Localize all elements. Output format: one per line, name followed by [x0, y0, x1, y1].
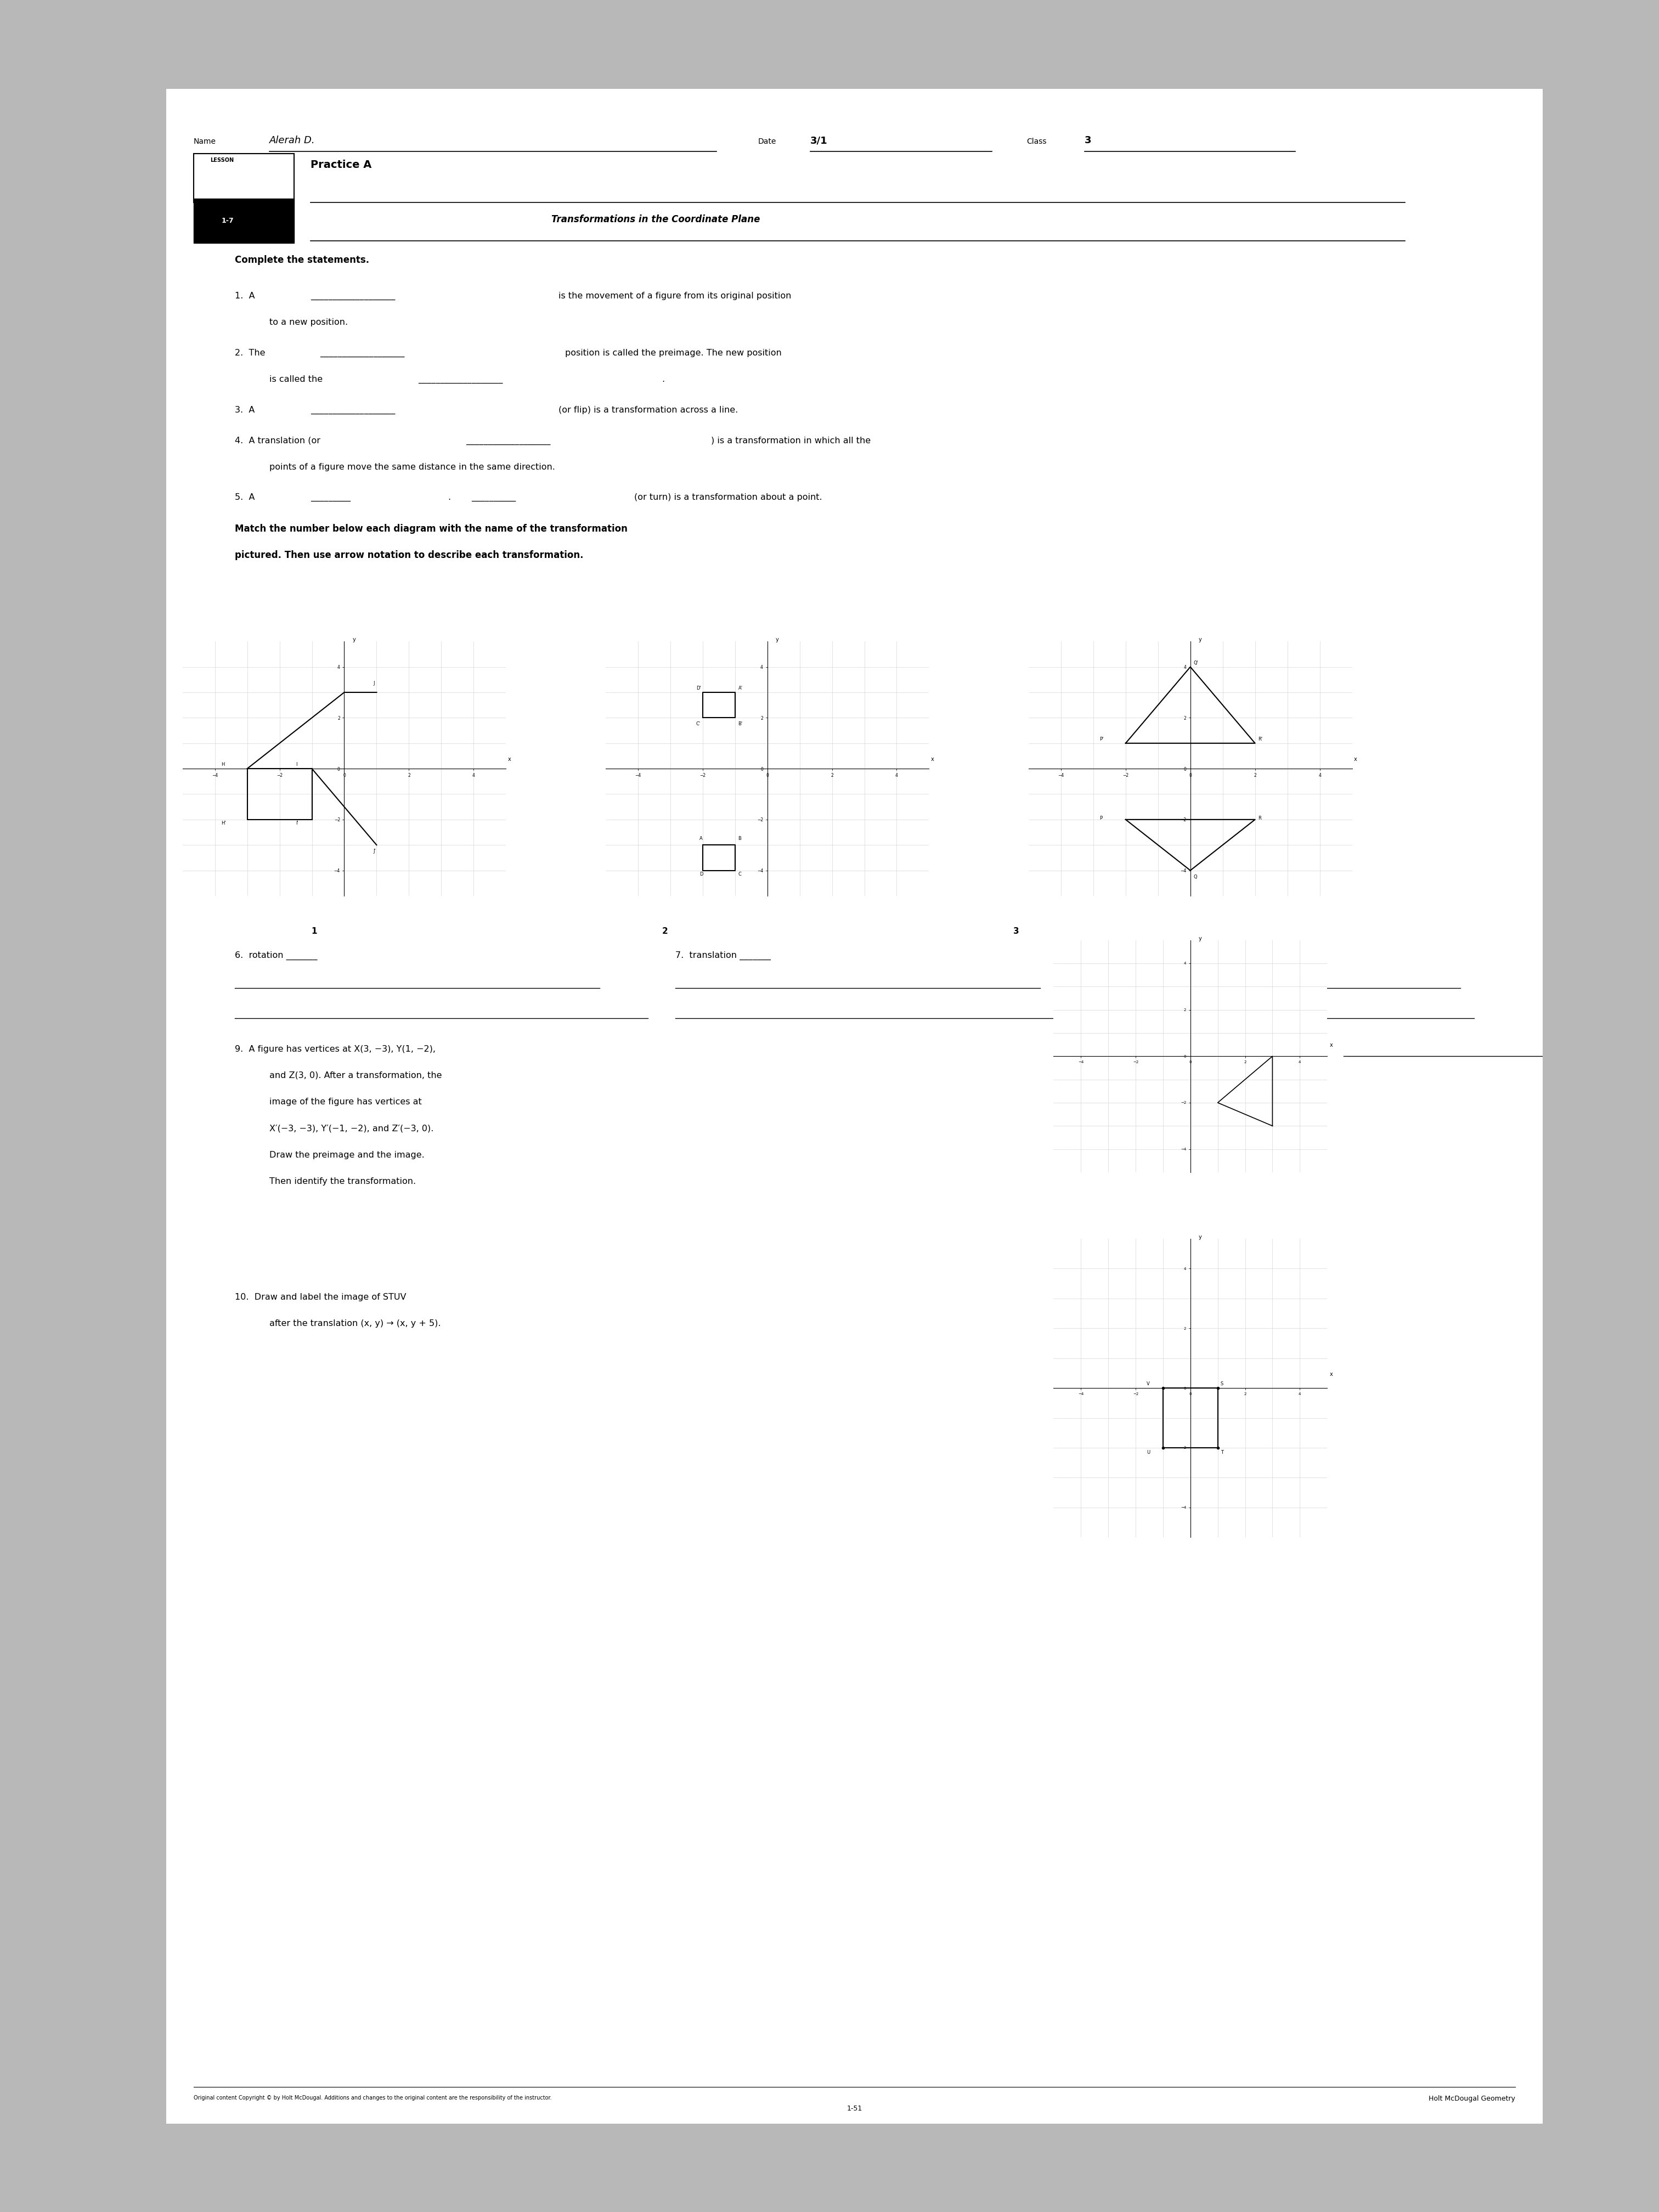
Text: Alerah D.: Alerah D. — [269, 135, 315, 146]
Text: points of a figure move the same distance in the same direction.: points of a figure move the same distanc… — [269, 462, 554, 471]
Text: 1-7: 1-7 — [222, 217, 234, 223]
Text: D': D' — [697, 686, 700, 690]
Text: T: T — [1221, 1449, 1223, 1455]
Text: B: B — [738, 836, 742, 841]
Text: position is called the preimage. The new position: position is called the preimage. The new… — [566, 349, 781, 356]
Text: 1-51: 1-51 — [846, 2106, 863, 2112]
Text: D: D — [700, 872, 703, 876]
Text: Then identify the transformation.: Then identify the transformation. — [269, 1177, 416, 1186]
Text: 3: 3 — [1085, 135, 1092, 146]
Text: Holt McDougal Geometry: Holt McDougal Geometry — [1428, 2095, 1515, 2101]
Text: ___________________: ___________________ — [466, 436, 551, 445]
Text: 9.  A figure has vertices at X(3, −3), Y(1, −2),: 9. A figure has vertices at X(3, −3), Y(… — [236, 1044, 436, 1053]
Text: ) is a transformation in which all the: ) is a transformation in which all the — [712, 436, 871, 445]
Text: H: H — [221, 763, 226, 768]
Text: y: y — [1198, 1234, 1201, 1239]
Text: 3: 3 — [1014, 927, 1019, 936]
Text: __________: __________ — [471, 493, 516, 502]
Text: .: . — [448, 493, 456, 502]
Text: ___________________: ___________________ — [310, 407, 395, 414]
Text: image of the figure has vertices at: image of the figure has vertices at — [269, 1097, 421, 1106]
Text: x: x — [1354, 757, 1357, 763]
Text: 10.  Draw and label the image of STUV: 10. Draw and label the image of STUV — [236, 1294, 406, 1301]
Text: .: . — [662, 376, 664, 383]
Text: y: y — [1198, 936, 1201, 940]
Text: after the translation (x, y) → (x, y + 5).: after the translation (x, y) → (x, y + 5… — [269, 1321, 441, 1327]
Text: ___________________: ___________________ — [418, 376, 503, 383]
Text: S: S — [1221, 1380, 1223, 1387]
Text: 6.  rotation _______: 6. rotation _______ — [236, 951, 317, 960]
Text: U: U — [1146, 1449, 1150, 1455]
Text: R': R' — [1258, 737, 1262, 741]
Text: Name: Name — [194, 137, 216, 146]
Text: Practice A: Practice A — [310, 159, 372, 170]
Text: 1.  A: 1. A — [236, 292, 255, 301]
Text: V: V — [1146, 1380, 1150, 1387]
Text: Q': Q' — [1193, 661, 1198, 666]
Text: C': C' — [697, 721, 700, 726]
Text: X′(−3, −3), Y′(−1, −2), and Z′(−3, 0).: X′(−3, −3), Y′(−1, −2), and Z′(−3, 0). — [269, 1124, 433, 1133]
Text: is called the: is called the — [269, 376, 322, 383]
Text: P': P' — [1100, 737, 1103, 741]
Text: ___________________: ___________________ — [320, 349, 405, 356]
Text: H': H' — [221, 821, 226, 825]
Text: Draw the preimage and the image.: Draw the preimage and the image. — [269, 1150, 425, 1159]
Text: y: y — [775, 637, 778, 641]
Text: A': A' — [738, 686, 743, 690]
Text: 4.  A translation (or: 4. A translation (or — [236, 436, 320, 445]
Text: Date: Date — [758, 137, 776, 146]
Text: y: y — [1198, 637, 1201, 641]
Text: Transformations in the Coordinate Plane: Transformations in the Coordinate Plane — [551, 215, 760, 226]
Text: LESSON: LESSON — [211, 157, 234, 164]
Text: J': J' — [373, 849, 377, 854]
Text: x: x — [1331, 1371, 1334, 1378]
Text: Match the number below each diagram with the name of the transformation: Match the number below each diagram with… — [236, 524, 627, 533]
Text: x: x — [1331, 1042, 1334, 1048]
Text: x: x — [508, 757, 511, 763]
Bar — [194, 199, 294, 243]
Text: Complete the statements.: Complete the statements. — [236, 254, 370, 265]
Text: I': I' — [295, 821, 299, 825]
Text: pictured. Then use arrow notation to describe each transformation.: pictured. Then use arrow notation to des… — [236, 551, 584, 560]
Text: to a new position.: to a new position. — [269, 319, 348, 327]
Text: A: A — [700, 836, 702, 841]
Text: Original content Copyright © by Holt McDougal. Additions and changes to the orig: Original content Copyright © by Holt McD… — [194, 2095, 551, 2101]
Text: _________: _________ — [310, 493, 350, 502]
Text: Q: Q — [1193, 874, 1198, 878]
Text: 5.  A: 5. A — [236, 493, 255, 502]
Text: (or flip) is a transformation across a line.: (or flip) is a transformation across a l… — [559, 407, 738, 414]
Text: R: R — [1258, 816, 1261, 821]
Bar — [194, 153, 294, 204]
Text: is the movement of a figure from its original position: is the movement of a figure from its ori… — [559, 292, 791, 301]
Text: B': B' — [738, 721, 743, 726]
Text: (or turn) is a transformation about a point.: (or turn) is a transformation about a po… — [634, 493, 823, 502]
Text: P: P — [1100, 816, 1103, 821]
Text: x: x — [931, 757, 934, 763]
Text: 3.  A: 3. A — [236, 407, 255, 414]
Text: 1: 1 — [310, 927, 317, 936]
Text: 2: 2 — [662, 927, 669, 936]
Text: Class: Class — [1027, 137, 1047, 146]
Text: 3/1: 3/1 — [810, 135, 828, 146]
Text: y: y — [352, 637, 355, 641]
Text: 7.  translation _______: 7. translation _______ — [675, 951, 771, 960]
Text: 8.  reflection _______: 8. reflection _______ — [1102, 951, 1191, 960]
Text: 2.  The: 2. The — [236, 349, 265, 356]
Text: and Z(3, 0). After a transformation, the: and Z(3, 0). After a transformation, the — [269, 1071, 441, 1079]
Text: ___________________: ___________________ — [310, 292, 395, 301]
Text: C: C — [738, 872, 742, 876]
